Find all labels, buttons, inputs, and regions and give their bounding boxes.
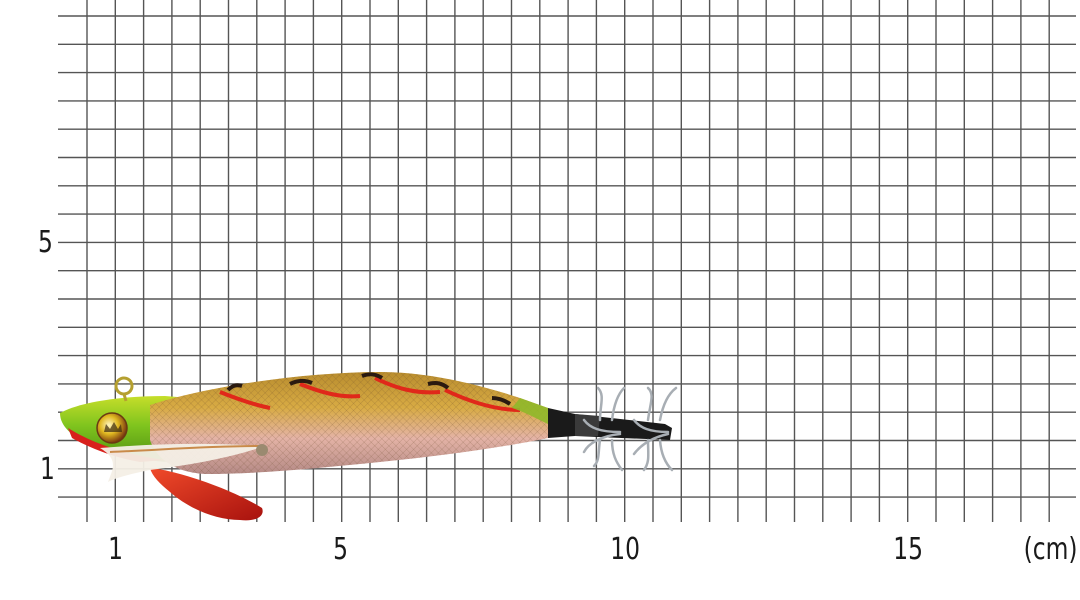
keel-weight [150, 468, 263, 521]
x-tick-10: 10 [610, 532, 640, 567]
body-stripe-dark [226, 383, 243, 392]
x-axis-unit: (cm) [1023, 532, 1078, 567]
x-tick-5: 5 [333, 532, 348, 567]
y-tick-1: 1 [40, 452, 55, 487]
hook-crown [104, 422, 122, 432]
y-tick-5: 5 [38, 225, 53, 260]
feather-base [256, 444, 268, 456]
line-tie-ring [114, 376, 134, 396]
feather [100, 443, 265, 482]
x-tick-1: 1 [108, 532, 123, 567]
x-tick-15: 15 [893, 532, 923, 567]
body-stripe-red [219, 390, 271, 410]
hook-cluster [582, 386, 678, 472]
